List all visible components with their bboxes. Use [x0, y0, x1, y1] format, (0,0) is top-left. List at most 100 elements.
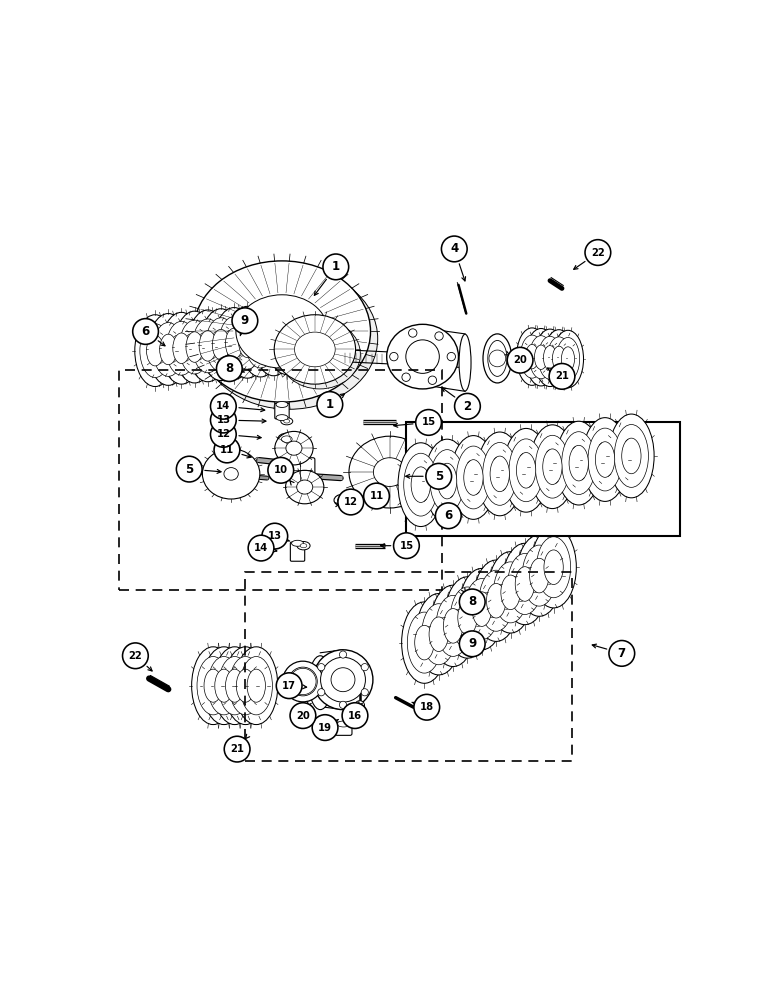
- Ellipse shape: [297, 541, 310, 550]
- Ellipse shape: [464, 460, 483, 495]
- Text: 15: 15: [399, 541, 414, 551]
- Ellipse shape: [334, 494, 352, 506]
- Ellipse shape: [537, 537, 571, 598]
- Circle shape: [342, 703, 367, 728]
- Ellipse shape: [465, 579, 499, 640]
- Ellipse shape: [398, 443, 444, 527]
- Ellipse shape: [544, 550, 564, 585]
- Ellipse shape: [561, 347, 574, 371]
- Ellipse shape: [245, 314, 276, 368]
- Ellipse shape: [488, 552, 533, 633]
- Ellipse shape: [135, 315, 175, 387]
- Ellipse shape: [278, 433, 296, 445]
- Ellipse shape: [459, 334, 471, 391]
- Circle shape: [406, 340, 439, 373]
- Circle shape: [133, 319, 158, 344]
- Text: 14: 14: [254, 543, 268, 553]
- Ellipse shape: [218, 657, 251, 715]
- Circle shape: [459, 631, 485, 657]
- Ellipse shape: [349, 436, 430, 508]
- Ellipse shape: [501, 575, 520, 610]
- Ellipse shape: [430, 450, 464, 512]
- FancyBboxPatch shape: [290, 542, 305, 561]
- Ellipse shape: [588, 428, 622, 491]
- Ellipse shape: [259, 313, 289, 367]
- Ellipse shape: [235, 647, 278, 725]
- Ellipse shape: [429, 617, 449, 652]
- Bar: [245, 572, 572, 761]
- Circle shape: [323, 254, 349, 280]
- Circle shape: [489, 350, 506, 367]
- Circle shape: [340, 701, 347, 708]
- Ellipse shape: [276, 401, 288, 407]
- Circle shape: [224, 736, 250, 762]
- Text: 13: 13: [216, 415, 230, 425]
- Ellipse shape: [422, 604, 455, 665]
- Circle shape: [338, 489, 364, 515]
- Ellipse shape: [208, 657, 240, 715]
- Text: 13: 13: [268, 531, 282, 541]
- Ellipse shape: [201, 268, 378, 409]
- Ellipse shape: [140, 324, 171, 378]
- Text: 1: 1: [326, 398, 334, 411]
- Text: 2: 2: [463, 400, 472, 413]
- Ellipse shape: [535, 435, 570, 498]
- Text: 9: 9: [241, 314, 249, 327]
- Ellipse shape: [553, 346, 566, 371]
- Ellipse shape: [173, 333, 190, 364]
- Ellipse shape: [337, 721, 350, 727]
- Ellipse shape: [522, 545, 557, 606]
- Ellipse shape: [215, 669, 233, 702]
- Ellipse shape: [486, 583, 506, 618]
- Bar: [406, 422, 680, 536]
- Ellipse shape: [166, 321, 197, 375]
- Circle shape: [211, 422, 236, 447]
- Ellipse shape: [225, 328, 242, 359]
- Ellipse shape: [283, 661, 323, 702]
- Ellipse shape: [450, 587, 485, 648]
- Ellipse shape: [201, 309, 242, 381]
- Text: 22: 22: [591, 248, 604, 258]
- Ellipse shape: [401, 602, 447, 683]
- Ellipse shape: [530, 425, 575, 509]
- Ellipse shape: [472, 592, 492, 626]
- Ellipse shape: [227, 306, 268, 378]
- Ellipse shape: [295, 332, 335, 367]
- Ellipse shape: [204, 669, 222, 702]
- Circle shape: [435, 503, 461, 529]
- Ellipse shape: [595, 442, 615, 477]
- Ellipse shape: [508, 553, 542, 614]
- Ellipse shape: [266, 303, 307, 375]
- Ellipse shape: [569, 445, 588, 481]
- Ellipse shape: [292, 540, 303, 546]
- FancyBboxPatch shape: [335, 722, 352, 735]
- Ellipse shape: [252, 326, 269, 356]
- Ellipse shape: [483, 334, 512, 383]
- Ellipse shape: [205, 318, 236, 372]
- Ellipse shape: [530, 336, 553, 379]
- Circle shape: [317, 689, 325, 696]
- Circle shape: [232, 308, 258, 334]
- Ellipse shape: [482, 442, 516, 505]
- Text: 1: 1: [332, 260, 340, 273]
- Circle shape: [426, 463, 452, 489]
- Ellipse shape: [556, 421, 601, 505]
- Ellipse shape: [515, 567, 534, 601]
- Ellipse shape: [272, 312, 302, 366]
- Ellipse shape: [286, 441, 302, 455]
- Text: 5: 5: [435, 470, 443, 483]
- Circle shape: [317, 392, 343, 417]
- Circle shape: [609, 641, 635, 666]
- Ellipse shape: [224, 468, 239, 480]
- Ellipse shape: [202, 449, 260, 499]
- Ellipse shape: [191, 647, 235, 725]
- Circle shape: [507, 347, 533, 373]
- Ellipse shape: [253, 304, 294, 376]
- Text: 8: 8: [468, 595, 476, 608]
- Ellipse shape: [179, 320, 210, 374]
- Circle shape: [428, 376, 437, 384]
- Circle shape: [290, 703, 316, 728]
- Circle shape: [340, 651, 347, 658]
- Text: 4: 4: [450, 242, 459, 255]
- Circle shape: [585, 240, 611, 265]
